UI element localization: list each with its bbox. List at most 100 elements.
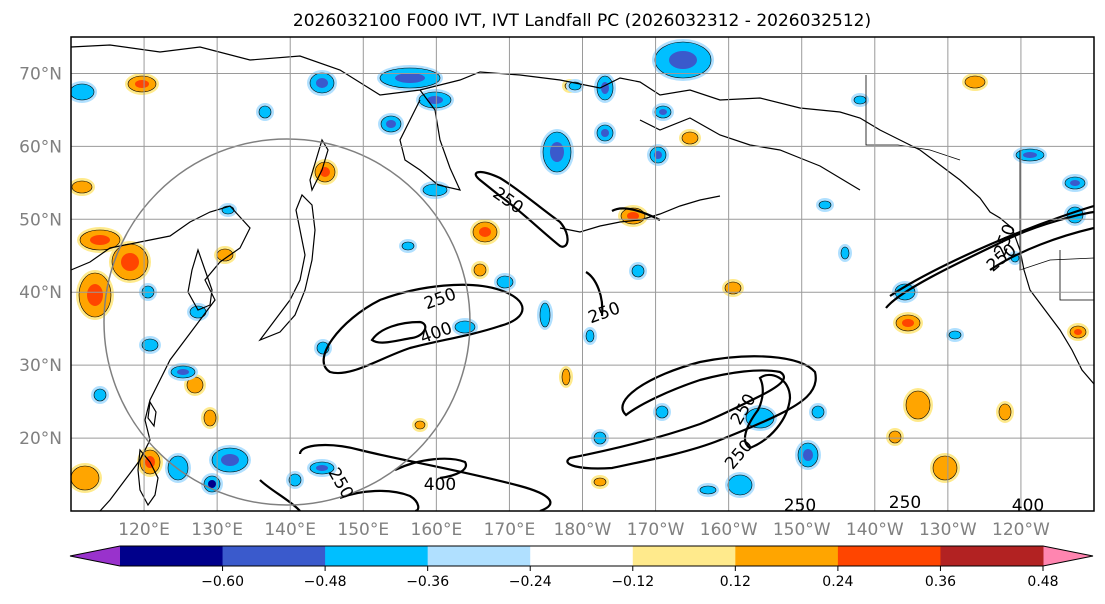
pc-positive-anomaly: [964, 75, 986, 89]
lon-tick-label: 130°E: [191, 520, 243, 540]
colorbar-segment: [940, 546, 1044, 566]
coastline-aleutians: [559, 195, 721, 233]
longitude-tick-labels: 120°E 130°E 140°E 150°E 160°E 170°E 180°W 170°W…: [118, 520, 1050, 540]
pc-anomaly-core: [386, 120, 396, 128]
pc-anomaly-core: [902, 319, 914, 327]
pc-negative-anomaly: [167, 455, 189, 481]
pc-anomaly-core: [316, 78, 328, 88]
pc-positive-anomaly: [888, 430, 902, 444]
lon-tick-label: 170°E: [484, 520, 536, 540]
pc-anomaly-core: [87, 284, 103, 306]
pc-positive-anomaly: [71, 465, 100, 491]
pc-anomaly-core: [601, 129, 609, 137]
lon-tick-label: 150°W: [773, 520, 831, 540]
pc-anomaly-core: [1074, 329, 1082, 335]
pc-negative-anomaly: [699, 485, 717, 495]
lon-tick-label: 160°E: [411, 520, 463, 540]
colorbar: −0.60 −0.48 −0.36 −0.24 −0.12 0.12 0.24 0.36 0.4…: [69, 545, 1094, 590]
pc-negative-anomaly: [401, 241, 415, 251]
pc-negative-anomaly: [141, 338, 159, 352]
colorbar-tick-label: −0.48: [304, 574, 347, 590]
pc-positive-anomaly: [414, 420, 426, 430]
colorbar-tick-label: 0.36: [925, 574, 956, 590]
pc-anomaly-core: [479, 227, 491, 237]
colorbar-extend-low: [70, 546, 120, 566]
lon-tick-label: 140°W: [846, 520, 904, 540]
pc-positive-anomaly: [998, 403, 1012, 421]
colorbar-tick-label: −0.36: [406, 574, 449, 590]
pc-positive-anomaly: [593, 477, 607, 487]
pc-anomaly-core: [90, 235, 110, 245]
pc-negative-anomaly: [948, 330, 962, 340]
pc-positive-anomaly: [71, 180, 93, 194]
colorbar-tick-label: −0.24: [509, 574, 552, 590]
pc-anomaly-core: [659, 109, 667, 115]
pc-negative-anomaly: [811, 405, 825, 419]
lat-tick-label: 40°N: [19, 283, 62, 303]
coastline-korea: [187, 248, 213, 311]
colorbar-segment: [735, 546, 839, 566]
colorbar-segment: [837, 546, 941, 566]
latitude-tick-labels: 70°N 60°N 50°N 40°N 30°N 20°N: [19, 64, 62, 449]
lon-tick-label: 180°W: [554, 520, 612, 540]
pc-anomaly-core: [208, 480, 216, 488]
pc-anomaly-field: [71, 39, 1089, 498]
colorbar-tick-label: 0.48: [1027, 574, 1058, 590]
pc-negative-anomaly: [496, 275, 514, 289]
colorbar-tick-label: −0.60: [201, 574, 244, 590]
pc-negative-anomaly: [258, 105, 272, 119]
colorbar-segment: [325, 546, 429, 566]
lon-tick-label: 160°W: [700, 520, 758, 540]
pc-positive-anomaly: [932, 455, 958, 481]
lon-tick-label: 120°W: [992, 520, 1050, 540]
lon-tick-label: 170°W: [627, 520, 685, 540]
colorbar-extend-high: [1043, 546, 1093, 566]
colorbar-tick-label: 0.24: [822, 574, 853, 590]
pc-negative-anomaly: [422, 183, 448, 197]
lon-tick-label: 130°W: [919, 520, 977, 540]
pc-negative-anomaly: [288, 473, 302, 487]
lat-tick-label: 70°N: [19, 64, 62, 84]
coastline-sakhalin: [309, 138, 329, 192]
pc-anomaly-core: [177, 369, 189, 375]
colorbar-segment: [120, 546, 224, 566]
pc-anomaly-core: [427, 96, 443, 104]
lon-tick-label: 150°E: [337, 520, 389, 540]
pc-anomaly-core: [395, 73, 425, 83]
lon-tick-label: 120°E: [118, 520, 170, 540]
colorbar-segment: [632, 546, 736, 566]
pc-positive-anomaly: [203, 409, 217, 427]
ivt-contour-label: 400: [1012, 496, 1044, 516]
pc-positive-anomaly: [681, 131, 699, 145]
ivt-contour-label: 400: [424, 475, 456, 495]
map-frame-border: [70, 36, 1095, 512]
ivt-contour-label: 250: [784, 496, 816, 516]
map-title: 2026032100 F000 IVT, IVT Landfall PC (20…: [293, 11, 871, 31]
pc-negative-anomaly: [631, 264, 645, 278]
coastline-taiwan: [147, 400, 157, 428]
pc-negative-anomaly: [853, 95, 867, 105]
colorbar-segment: [530, 546, 634, 566]
pc-positive-anomaly: [473, 263, 487, 277]
pc-negative-anomaly: [539, 302, 551, 328]
colorbar-segment: [427, 546, 531, 566]
pc-anomaly-core: [550, 142, 564, 162]
pc-positive-anomaly: [561, 368, 571, 386]
lat-tick-label: 60°N: [19, 137, 62, 157]
pc-anomaly-core: [669, 51, 697, 69]
coastline-japan: [258, 193, 316, 342]
pc-negative-anomaly: [655, 405, 669, 419]
pc-negative-anomaly: [840, 246, 850, 260]
pc-positive-anomaly: [905, 390, 931, 420]
coastline-alaska-peninsula: [639, 117, 861, 191]
lon-tick-label: 140°E: [264, 520, 316, 540]
landfall-region-circle: [103, 138, 471, 506]
coastline-east-asia: [71, 205, 251, 511]
ivt-contour-label: 250: [889, 493, 921, 513]
pc-negative-anomaly: [71, 83, 95, 101]
coastline-kamchatka: [399, 89, 462, 191]
pc-anomaly-core: [121, 253, 139, 271]
coastlines: [71, 44, 1094, 511]
pc-anomaly-core: [1070, 180, 1080, 186]
lat-tick-label: 50°N: [19, 210, 62, 230]
